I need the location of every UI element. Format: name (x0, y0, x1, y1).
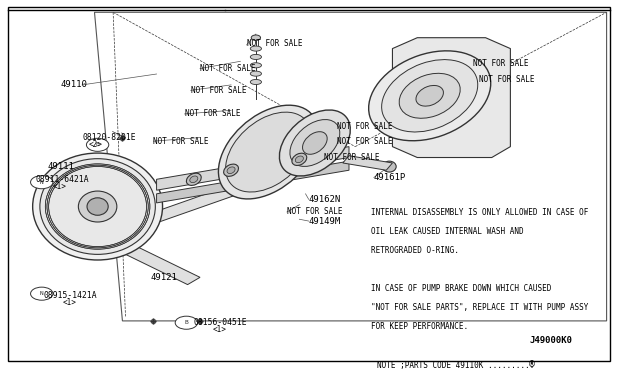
Ellipse shape (290, 119, 340, 166)
Text: B: B (96, 142, 99, 147)
Text: NOT FOR SALE: NOT FOR SALE (337, 122, 392, 131)
Polygon shape (157, 147, 349, 190)
Text: 49149M: 49149M (308, 217, 341, 225)
Ellipse shape (250, 46, 262, 51)
Text: NOT FOR SALE: NOT FOR SALE (184, 109, 240, 118)
Ellipse shape (78, 191, 117, 222)
Text: NOT FOR SALE: NOT FOR SALE (324, 153, 380, 162)
Text: B: B (184, 320, 188, 325)
Text: ®: ® (529, 359, 535, 369)
Text: <2>: <2> (88, 140, 102, 149)
Ellipse shape (252, 35, 260, 41)
Text: NOT FOR SALE: NOT FOR SALE (287, 208, 342, 217)
Text: NOT FOR SALE: NOT FOR SALE (473, 59, 529, 68)
Text: 49110: 49110 (60, 80, 87, 89)
Text: NOT FOR SALE: NOT FOR SALE (154, 137, 209, 146)
Ellipse shape (33, 153, 163, 260)
Ellipse shape (383, 161, 396, 172)
Text: IN CASE OF PUMP BRAKE DOWN WHICH CAUSED: IN CASE OF PUMP BRAKE DOWN WHICH CAUSED (371, 284, 551, 293)
Polygon shape (157, 161, 349, 203)
Text: NOTE ;PARTS CODE 49110K ..........: NOTE ;PARTS CODE 49110K .......... (377, 361, 534, 370)
Ellipse shape (250, 71, 262, 76)
Ellipse shape (381, 60, 477, 132)
Text: N: N (40, 291, 44, 296)
Text: NOT FOR SALE: NOT FOR SALE (191, 86, 246, 95)
Text: <1>: <1> (212, 326, 227, 334)
Ellipse shape (40, 159, 156, 254)
Polygon shape (392, 38, 510, 157)
Text: INTERNAL DISASSEMBLY IS ONLY ALLOWED IN CASE OF: INTERNAL DISASSEMBLY IS ONLY ALLOWED IN … (371, 208, 588, 217)
Text: J49000K0: J49000K0 (529, 336, 572, 344)
Text: NOT FOR SALE: NOT FOR SALE (337, 137, 392, 146)
Text: NOT FOR SALE: NOT FOR SALE (246, 39, 302, 48)
Text: 08156-0451E: 08156-0451E (194, 318, 248, 327)
Text: OIL LEAK CAUSED INTERNAL WASH AND: OIL LEAK CAUSED INTERNAL WASH AND (371, 227, 524, 236)
Text: FOR KEEP PERFORMANCE.: FOR KEEP PERFORMANCE. (371, 322, 468, 331)
Text: NOT FOR SALE: NOT FOR SALE (479, 75, 535, 84)
Polygon shape (343, 156, 392, 170)
Polygon shape (113, 183, 250, 234)
Text: N: N (40, 180, 44, 185)
Text: NOT FOR SALE: NOT FOR SALE (200, 64, 255, 73)
Ellipse shape (226, 112, 311, 192)
Text: 49121: 49121 (150, 273, 177, 282)
Text: "NOT FOR SALE PARTS", REPLACE IT WITH PUMP ASSY: "NOT FOR SALE PARTS", REPLACE IT WITH PU… (371, 303, 588, 312)
Ellipse shape (399, 73, 460, 118)
Ellipse shape (223, 164, 239, 176)
Ellipse shape (227, 167, 235, 174)
Text: 08915-1421A: 08915-1421A (44, 291, 97, 300)
Circle shape (175, 316, 198, 329)
Ellipse shape (416, 86, 444, 106)
Circle shape (86, 138, 109, 151)
Text: 49111: 49111 (48, 162, 75, 171)
Ellipse shape (280, 110, 350, 176)
Text: 49162N: 49162N (308, 195, 341, 204)
Ellipse shape (218, 105, 318, 199)
Ellipse shape (295, 156, 303, 163)
Polygon shape (113, 241, 200, 285)
Ellipse shape (190, 176, 198, 183)
Ellipse shape (250, 54, 262, 60)
Text: 49161P: 49161P (374, 173, 406, 182)
Ellipse shape (292, 153, 307, 166)
Text: RETROGRADED O-RING.: RETROGRADED O-RING. (371, 246, 459, 255)
Ellipse shape (186, 173, 201, 185)
Ellipse shape (369, 51, 491, 141)
Text: 08911-6421A: 08911-6421A (36, 175, 89, 184)
Ellipse shape (250, 63, 262, 68)
Text: <1>: <1> (53, 182, 67, 191)
Circle shape (31, 287, 53, 300)
Ellipse shape (303, 132, 327, 154)
Ellipse shape (87, 198, 108, 215)
Ellipse shape (250, 80, 262, 84)
Circle shape (31, 176, 53, 189)
Text: 08120-8201E: 08120-8201E (82, 133, 136, 142)
Text: <1>: <1> (62, 298, 76, 307)
